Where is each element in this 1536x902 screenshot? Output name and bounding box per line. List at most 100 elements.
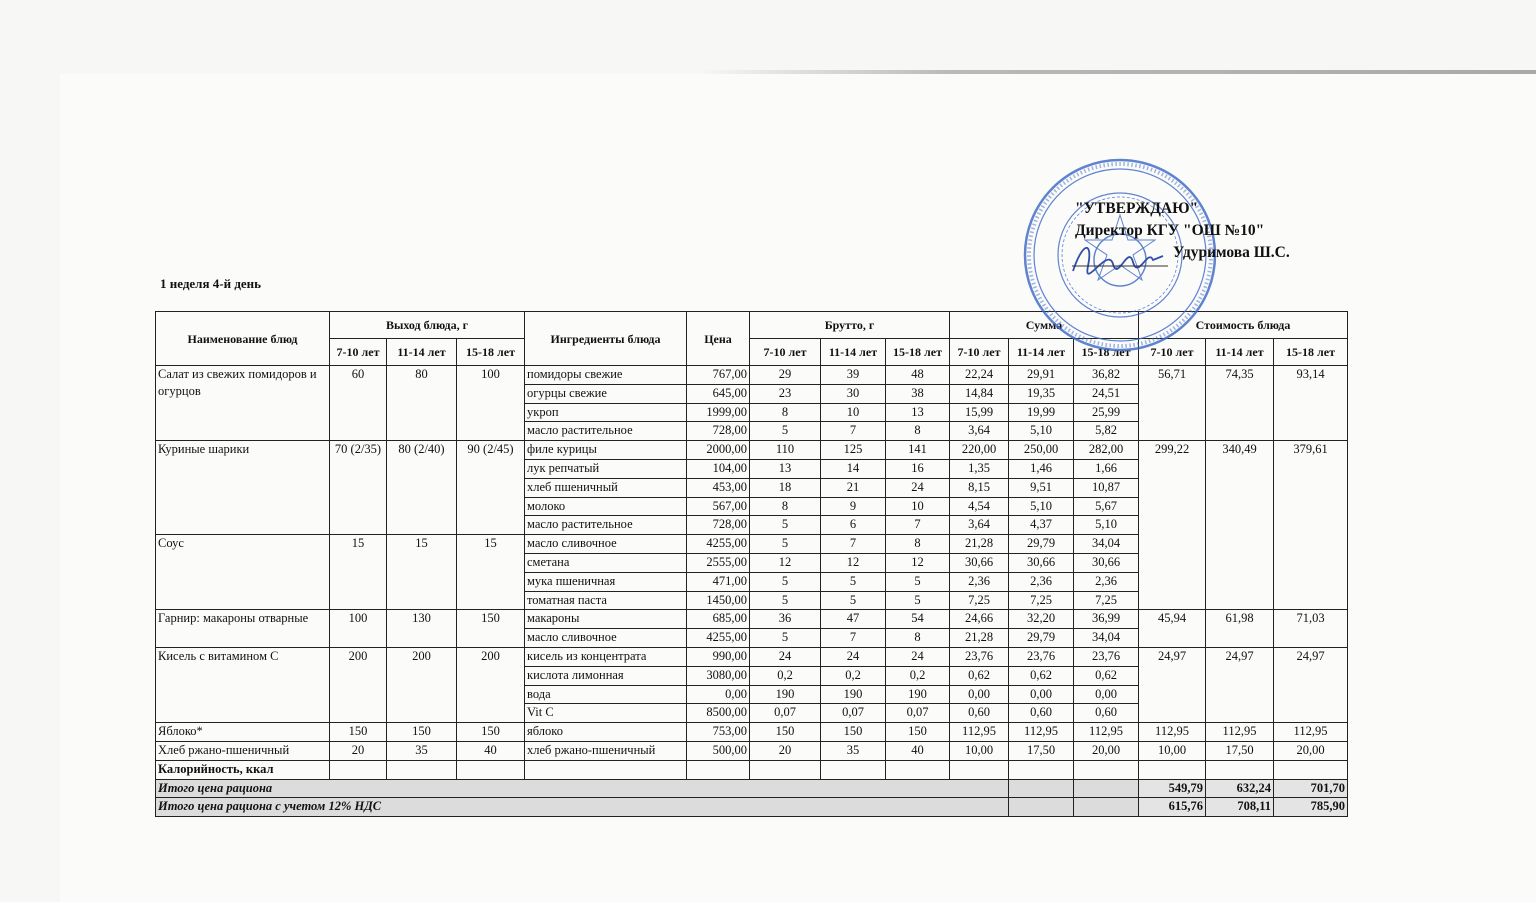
ingredient-brutto: 24	[820, 646, 886, 667]
ingredient-sum: 23,76	[1008, 646, 1074, 667]
dish-cost: 61,98	[1205, 609, 1274, 648]
ingredient-brutto: 5	[820, 571, 886, 592]
dish-yield: 130	[386, 609, 457, 648]
ingredient-name: кисель из концентрата	[524, 646, 687, 667]
ingredient-sum: 5,10	[1008, 421, 1074, 442]
ingredient-name: лук репчатый	[524, 458, 687, 479]
ingredient-sum: 5,67	[1073, 496, 1139, 517]
dish-cost: 93,14	[1273, 364, 1348, 442]
empty-cell	[456, 759, 525, 780]
ingredient-name: масло растительное	[524, 421, 687, 442]
ingredient-sum: 21,28	[949, 628, 1009, 648]
ingredient-brutto: 5	[749, 421, 821, 442]
dish-name: Куриные шарики	[155, 440, 330, 536]
ingredient-name: укроп	[524, 402, 687, 423]
ingredient-sum: 0,60	[1008, 703, 1074, 724]
empty-cell	[1273, 759, 1348, 780]
ingredient-sum: 29,79	[1008, 628, 1074, 648]
total-value: 708,11	[1205, 797, 1274, 818]
ingredient-price: 767,00	[686, 365, 750, 385]
ingredient-name: томатная паста	[524, 590, 687, 611]
ingredient-brutto: 5	[749, 515, 821, 536]
dish-cost: 112,95	[1138, 722, 1206, 742]
ingredient-brutto: 8	[885, 421, 950, 442]
ingredient-sum: 5,10	[1008, 496, 1074, 517]
ingredient-sum: 7,25	[1008, 590, 1074, 611]
ingredient-name: Vit C	[524, 703, 687, 724]
ingredient-price: 753,00	[686, 722, 750, 742]
dish-cost: 340,49	[1205, 440, 1274, 611]
ingredient-name: хлеб ржано-пшеничный	[524, 740, 687, 761]
ingredient-brutto: 24	[749, 646, 821, 667]
ingredient-sum: 0,00	[949, 684, 1009, 705]
ingredient-brutto: 12	[820, 552, 886, 573]
ingredient-sum: 30,66	[1008, 552, 1074, 573]
dish-yield: 150	[456, 722, 525, 742]
header-cost-age: 11-14 лет	[1205, 338, 1274, 366]
header-price: Цена	[686, 311, 750, 366]
dish-yield: 100	[329, 609, 387, 648]
ingredient-sum: 29,79	[1008, 534, 1074, 554]
ingredient-brutto: 47	[820, 609, 886, 630]
dish-cost: 112,95	[1273, 722, 1348, 742]
ingredient-row: огурцы свежие 645,00 23 30 38 14,84 19,35 24,51	[156, 383, 1348, 404]
empty-cell	[329, 759, 387, 780]
menu-table: Наименование блюд Выход блюда, г Ингреди…	[155, 311, 1348, 818]
ingredient-row: лук репчатый 104,00 13 14 16 1,35 1,46 1,66	[156, 458, 1348, 479]
ingredient-brutto: 10	[885, 496, 950, 517]
ingredient-price: 453,00	[686, 477, 750, 498]
ingredient-price: 8500,00	[686, 703, 750, 724]
ingredient-name: яблоко	[524, 722, 687, 742]
dish-name: Салат из свежих помидоров и огурцов	[155, 364, 330, 442]
ingredient-sum: 34,04	[1073, 628, 1139, 648]
ingredient-name: масло сливочное	[524, 534, 687, 554]
ingredient-sum: 32,20	[1008, 609, 1074, 630]
ingredient-price: 471,00	[686, 571, 750, 592]
ingredient-sum: 30,66	[1073, 552, 1139, 573]
ingredient-brutto: 5	[749, 590, 821, 611]
signature	[1072, 247, 1168, 275]
ingredient-brutto: 110	[749, 440, 821, 460]
ingredient-brutto: 0,2	[885, 665, 950, 686]
dish-yield: 60	[329, 364, 387, 442]
ingredient-brutto: 0,07	[749, 703, 821, 724]
ingredient-sum: 2,36	[1008, 571, 1074, 592]
ingredient-row: Vit C 8500,00 0,07 0,07 0,07 0,60 0,60 0,60	[156, 703, 1348, 724]
ingredient-sum: 20,00	[1073, 740, 1139, 761]
dish-yield: 200	[329, 646, 387, 724]
ingredient-sum: 2,36	[949, 571, 1009, 592]
ingredient-sum: 0,60	[1073, 703, 1139, 724]
empty-cell	[1008, 759, 1074, 780]
ingredient-sum: 5,10	[1073, 515, 1139, 536]
ingredient-brutto: 13	[885, 402, 950, 423]
ingredient-brutto: 23	[749, 383, 821, 404]
ingredient-sum: 34,04	[1073, 534, 1139, 554]
scan-edge-shadow	[700, 70, 1536, 74]
ingredient-row: вода 0,00 190 190 190 0,00 0,00 0,00	[156, 684, 1348, 705]
ingredient-sum: 15,99	[949, 402, 1009, 423]
total-label: Итого цена рациона с учетом 12% НДС	[155, 797, 1009, 818]
ingredient-sum: 3,64	[949, 421, 1009, 442]
header-dish: Наименование блюд	[155, 311, 330, 366]
ingredient-brutto: 5	[820, 590, 886, 611]
total-value: 549,79	[1138, 778, 1206, 799]
ingredient-brutto: 13	[749, 458, 821, 479]
ingredient-sum: 0,62	[1073, 665, 1139, 686]
ingredient-brutto: 5	[885, 590, 950, 611]
dish-cost: 24,97	[1138, 646, 1206, 724]
ingredient-sum: 0,00	[1008, 684, 1074, 705]
ingredient-row: Гарнир: макароны отварные 100 130 150 макаро…	[155, 609, 1348, 648]
ingredient-brutto: 5	[749, 534, 821, 554]
approval-title: "УТВЕРЖДАЮ"	[1075, 200, 1199, 217]
dish-yield: 150	[456, 609, 525, 648]
ingredient-price: 567,00	[686, 496, 750, 517]
empty-cell	[749, 759, 821, 780]
ingredient-sum: 3,64	[949, 515, 1009, 536]
dish-yield: 200	[386, 646, 457, 724]
ingredient-brutto: 12	[749, 552, 821, 573]
ingredient-price: 728,00	[686, 421, 750, 442]
ingredient-row: Яблоко* 150 150 150 яблоко 753,00 150 150 150 112…	[155, 722, 1348, 742]
ingredient-brutto: 8	[885, 628, 950, 648]
ingredient-name: кислота лимонная	[524, 665, 687, 686]
ingredient-sum: 8,15	[949, 477, 1009, 498]
